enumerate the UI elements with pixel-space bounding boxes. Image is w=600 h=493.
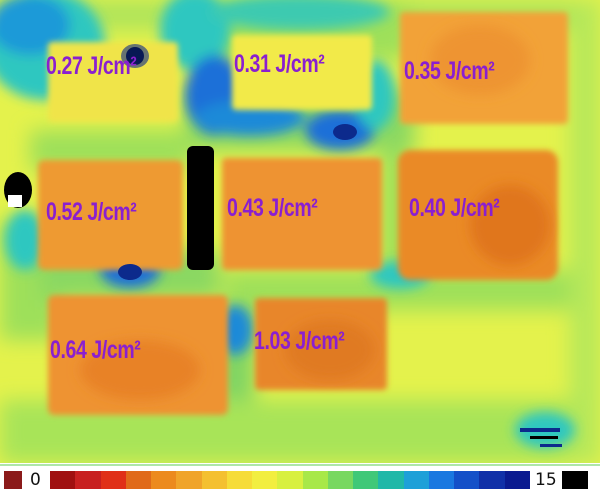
scale-swatch — [100, 471, 127, 489]
scale-swatch — [327, 471, 354, 489]
scale-swatch — [176, 471, 203, 489]
scale-swatch — [75, 471, 101, 489]
dose-label-043: 0.43 J/cm² — [227, 194, 318, 222]
black-bar — [187, 146, 214, 270]
scale-swatch — [151, 471, 177, 489]
color-scale-bar: 0 15 — [0, 463, 600, 493]
scale-end-swatch — [562, 471, 588, 489]
scale-divider — [0, 464, 600, 466]
scale-swatch — [201, 471, 228, 489]
scale-swatch — [428, 471, 455, 489]
patch-052 — [38, 160, 183, 270]
dose-label-064: 0.64 J/cm² — [50, 336, 141, 364]
patch-hotspots — [80, 25, 550, 400]
dark-artifacts — [4, 44, 562, 447]
patch-043 — [222, 158, 382, 270]
scale-swatch — [378, 471, 405, 489]
scale-start-swatch — [4, 471, 22, 489]
scale-swatch — [403, 471, 430, 489]
dose-label-052: 0.52 J/cm² — [46, 198, 137, 226]
scale-max-label: 15 — [535, 470, 557, 490]
scale-swatch — [252, 471, 278, 489]
scale-swatch — [302, 471, 329, 489]
cold-regions — [0, 0, 575, 448]
dose-label-031: 0.31 J/cm² — [234, 50, 325, 78]
dose-label-103: 1.03 J/cm² — [254, 327, 345, 355]
scale-swatch — [353, 471, 379, 489]
dose-label-027: 0.27 J/cm² — [46, 52, 137, 80]
scale-swatch — [454, 471, 480, 489]
heatmap-image — [0, 0, 600, 463]
scale-swatch — [226, 471, 253, 489]
scale-min-label: 0 — [30, 470, 41, 490]
scale-swatch — [479, 471, 506, 489]
scale-swatch — [50, 471, 76, 489]
thermal-map: 0.27 J/cm² 0.31 J/cm² 0.35 J/cm² 0.52 J/… — [0, 0, 600, 463]
scale-swatch — [125, 471, 152, 489]
scale-swatch — [504, 471, 531, 489]
dose-label-035: 0.35 J/cm² — [404, 57, 495, 85]
patch-031 — [232, 35, 372, 110]
scale-swatch — [277, 471, 304, 489]
dose-label-040: 0.40 J/cm² — [409, 194, 500, 222]
